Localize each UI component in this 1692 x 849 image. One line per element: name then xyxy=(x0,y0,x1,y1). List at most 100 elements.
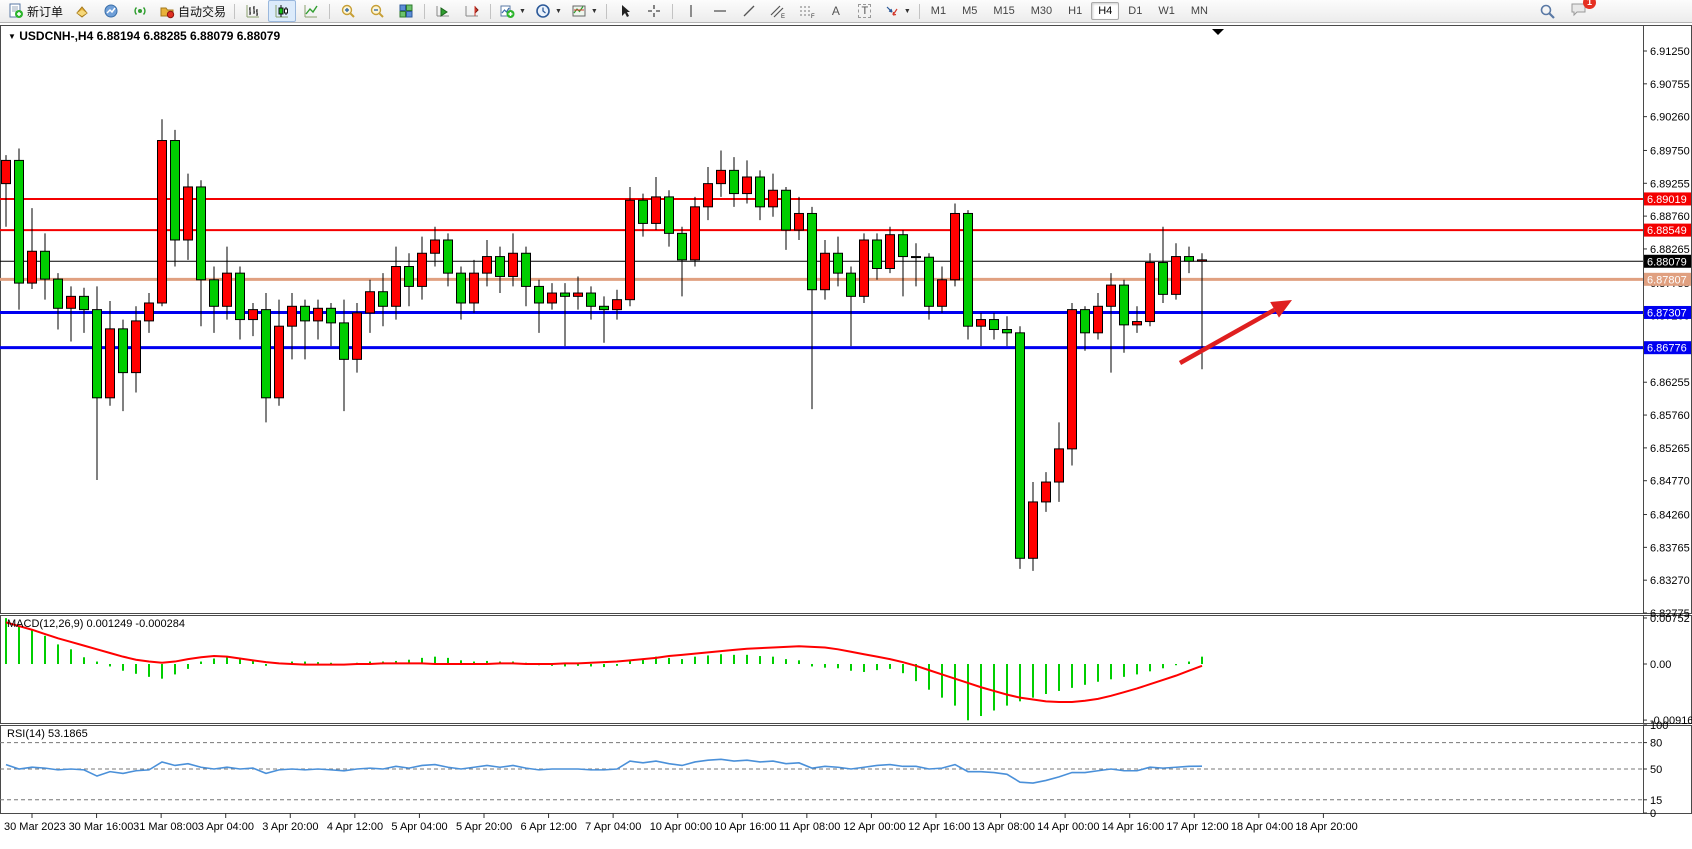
candle-body xyxy=(339,322,349,360)
collapse-arrow-icon[interactable]: ▼ xyxy=(8,32,16,41)
candles xyxy=(1,119,1207,571)
auto-scroll-icon xyxy=(436,6,450,17)
toolbar-separator xyxy=(490,3,492,19)
candlestick-chart-type-button[interactable] xyxy=(268,0,297,22)
bar-chart-type-button[interactable] xyxy=(239,0,267,22)
candle-body xyxy=(794,212,804,231)
price-axis[interactable]: 6.91250 6.90755 6.90260 6.89750 6.89255 6.887… xyxy=(1643,46,1691,620)
candle-body xyxy=(157,140,167,304)
candle-body xyxy=(131,320,141,374)
candle-body xyxy=(53,278,63,309)
chart-window[interactable]: 6.91250 6.90755 6.90260 6.89750 6.89255 6.887… xyxy=(0,23,1692,849)
cursor-tool-button[interactable] xyxy=(611,0,639,22)
horizontal-lines xyxy=(0,197,1643,350)
rsi-tick-label: 100 xyxy=(1650,720,1668,732)
arrows-tool-button[interactable]: ▼ xyxy=(880,0,915,22)
equidistant-channel-icon: E xyxy=(770,5,785,19)
label-tool-button[interactable]: T xyxy=(851,0,879,22)
tile-windows-button[interactable] xyxy=(392,0,420,22)
fibonacci-tool-button[interactable]: F xyxy=(793,0,821,22)
time-tick-label: 12 Apr 00:00 xyxy=(843,821,905,833)
notifications-button[interactable]: 1 xyxy=(1570,0,1596,22)
svg-text:F: F xyxy=(811,14,815,19)
new-order-button[interactable]: 新订单 xyxy=(4,0,67,22)
timeframe-button-m1[interactable]: M1 xyxy=(930,5,947,17)
time-tick-label: 18 Apr 04:00 xyxy=(1231,821,1293,833)
templates-dropdown-button[interactable]: ▼ xyxy=(567,0,602,22)
search-icon[interactable] xyxy=(1539,3,1556,20)
price-badge-label: 6.89019 xyxy=(1647,194,1687,206)
candle-body xyxy=(352,312,362,360)
timeframe-group: M1 M5 M15 M30 H1 H4 D1 W1 MN xyxy=(924,2,1215,20)
timeframe-button-m15[interactable]: M15 xyxy=(993,5,1015,17)
chart-shift-marker-icon[interactable] xyxy=(1212,29,1224,35)
auto-scroll-button[interactable] xyxy=(429,0,457,22)
channel-tool-button[interactable]: E xyxy=(764,0,792,22)
vertical-line-tool-button[interactable] xyxy=(677,0,705,22)
timeframe-button-d1[interactable]: D1 xyxy=(1128,5,1143,17)
price-badge-label: 6.88079 xyxy=(1647,256,1687,268)
signals-button[interactable] xyxy=(126,0,154,22)
price-tick-label: 6.83270 xyxy=(1650,575,1690,587)
candle-body xyxy=(118,328,128,374)
macd-tick-label: 0.00752 xyxy=(1650,613,1690,625)
price-pane[interactable] xyxy=(0,25,1692,614)
candle-body xyxy=(378,291,388,307)
text-tool-icon: A xyxy=(831,4,840,18)
periods-dropdown-button[interactable]: ▼ xyxy=(531,0,566,22)
candle-body xyxy=(885,234,895,270)
candle-body xyxy=(976,319,986,327)
candle-body xyxy=(27,250,37,284)
trend-arrow-annotation[interactable] xyxy=(1178,300,1292,365)
time-tick-label: 5 Apr 20:00 xyxy=(456,821,512,833)
indicators-dropdown-button[interactable]: ▼ xyxy=(495,0,530,22)
time-tick-label: 13 Apr 08:00 xyxy=(973,821,1035,833)
bar-chart-icon xyxy=(246,5,260,18)
template-icon xyxy=(572,5,586,17)
candle-body xyxy=(326,307,336,324)
price-tick-label: 6.84770 xyxy=(1650,476,1690,488)
timeframe-button-m30[interactable]: M30 xyxy=(1030,5,1053,17)
price-badge-label: 6.87307 xyxy=(1647,307,1687,319)
timeframe-button-mn[interactable]: MN xyxy=(1190,5,1208,17)
zoom-in-button[interactable] xyxy=(334,0,362,22)
candle-body xyxy=(391,266,401,307)
time-tick-label: 14 Apr 16:00 xyxy=(1102,821,1164,833)
chart-canvas[interactable]: 6.91250 6.90755 6.90260 6.89750 6.89255 6.887… xyxy=(0,23,1692,849)
time-tick-label: 17 Apr 12:00 xyxy=(1166,821,1228,833)
time-tick-label: 10 Apr 00:00 xyxy=(650,821,712,833)
chart-shift-button[interactable] xyxy=(458,0,486,22)
candle-body xyxy=(1028,501,1038,559)
time-tick-label: 7 Apr 04:00 xyxy=(585,821,641,833)
arrow-shaft xyxy=(1178,307,1276,365)
horizontal-line-tool-button[interactable] xyxy=(706,0,734,22)
price-badge-bg xyxy=(1644,305,1691,319)
market-watch-button[interactable] xyxy=(68,0,96,22)
time-axis[interactable]: 30 Mar 2023 30 Mar 16:00 31 Mar 08:00 3 Apr… xyxy=(4,813,1358,833)
candle-body xyxy=(833,252,843,274)
line-chart-type-button[interactable] xyxy=(297,0,325,22)
crosshair-tool-button[interactable] xyxy=(640,0,668,22)
candle-body xyxy=(365,291,375,314)
dropdown-caret-icon: ▼ xyxy=(590,7,598,15)
candle-body xyxy=(625,199,635,301)
time-tick-label: 3 Apr 04:00 xyxy=(198,821,254,833)
timeframe-button-h4[interactable]: H4 xyxy=(1091,2,1120,20)
timeframe-button-m5[interactable]: M5 xyxy=(962,5,978,17)
candle-body xyxy=(1145,262,1155,323)
trendline-tool-button[interactable] xyxy=(735,0,763,22)
text-tool-button[interactable]: A xyxy=(822,0,850,22)
chart-title: ▼ USDCNH-,H4 6.88194 6.88285 6.88079 6.8… xyxy=(8,29,280,43)
candle-body xyxy=(1054,448,1064,483)
autotrading-button[interactable]: 自动交易 xyxy=(155,0,230,22)
navigator-button[interactable] xyxy=(97,0,125,22)
candle-body xyxy=(989,319,999,331)
macd-pane[interactable] xyxy=(0,615,1692,724)
timeframe-button-h1[interactable]: H1 xyxy=(1068,5,1083,17)
trendline-icon xyxy=(743,5,755,17)
timeframe-button-w1[interactable]: W1 xyxy=(1158,5,1175,17)
price-badge-bg xyxy=(1644,341,1691,355)
price-tick-label: 6.83765 xyxy=(1650,542,1690,554)
macd-indicator-label: MACD(12,26,9) 0.001249 -0.000284 xyxy=(7,618,185,630)
zoom-out-button[interactable] xyxy=(363,0,391,22)
